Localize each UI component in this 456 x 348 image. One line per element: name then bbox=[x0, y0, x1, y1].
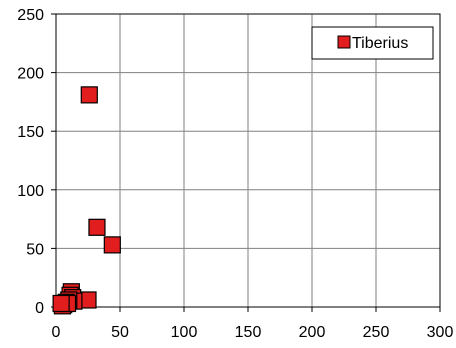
y-tick-label: 50 bbox=[26, 241, 44, 258]
x-tick-label: 100 bbox=[171, 324, 198, 341]
x-tick-label: 50 bbox=[111, 324, 129, 341]
x-tick-label: 300 bbox=[427, 324, 454, 341]
data-point bbox=[52, 294, 70, 313]
y-tick-label: 250 bbox=[17, 7, 44, 24]
y-tick-label: 150 bbox=[17, 124, 44, 141]
legend-label: Tiberius bbox=[352, 35, 408, 52]
x-tick-label: 150 bbox=[235, 324, 262, 341]
x-tick-label: 250 bbox=[363, 324, 390, 341]
x-tick-label: 0 bbox=[52, 324, 61, 341]
data-point bbox=[88, 218, 106, 236]
data-point bbox=[80, 86, 98, 104]
y-axis: 0 50 100 150 200 250 bbox=[17, 7, 56, 317]
legend: Tiberius bbox=[311, 26, 434, 60]
y-tick-label: 100 bbox=[17, 183, 44, 200]
legend-box bbox=[311, 26, 434, 60]
data-point bbox=[103, 236, 121, 254]
y-tick-label: 0 bbox=[35, 300, 44, 317]
legend-marker bbox=[337, 35, 351, 49]
y-tick-label: 200 bbox=[17, 66, 44, 83]
data-markers bbox=[52, 86, 121, 315]
x-tick-label: 200 bbox=[299, 324, 326, 341]
x-axis: 0 50 100 150 200 250 300 bbox=[52, 307, 454, 341]
